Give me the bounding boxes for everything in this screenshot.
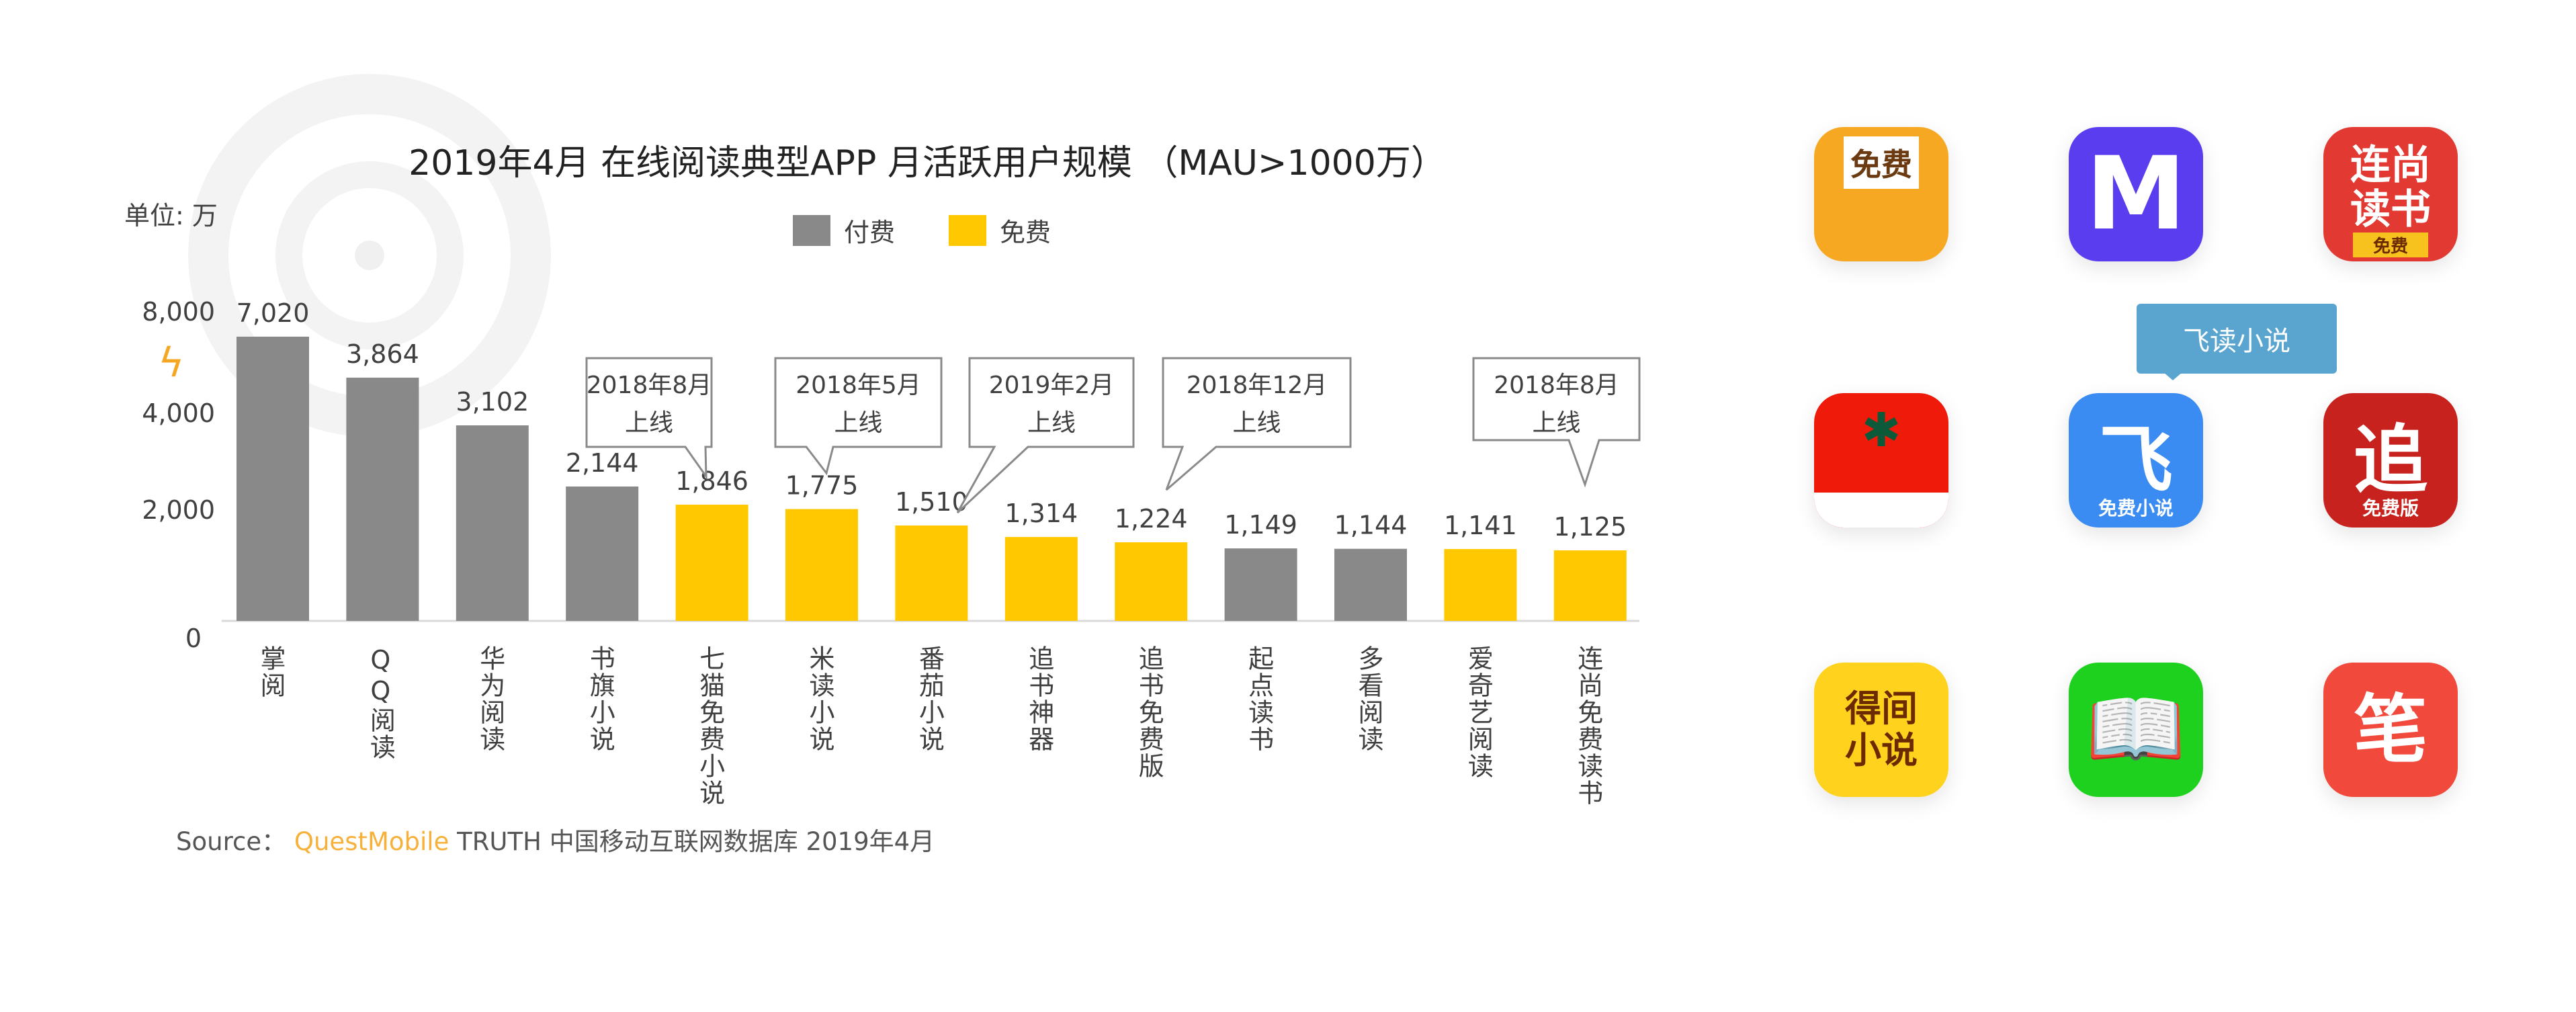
callout-status: 上线 [1232, 409, 1281, 437]
callout-status: 上线 [1027, 409, 1076, 437]
app-icon-glyph: ✱ [1861, 403, 1901, 458]
y-tick-label: 4,000 [142, 398, 215, 428]
x-tick-label: 连尚免费读书 [1573, 645, 1603, 806]
callout-date: 2018年5月 [796, 372, 921, 399]
app-icon-green-book[interactable]: 📖 [2069, 663, 2203, 797]
callout-date: 2019年2月 [989, 372, 1115, 399]
bar [1444, 549, 1517, 621]
x-tick-label: 多看阅读 [1354, 645, 1383, 753]
callout-box [1472, 357, 1641, 488]
callout-status: 上线 [834, 409, 882, 437]
app-icon-glyph: 飞 [2099, 417, 2173, 503]
bar [1115, 542, 1188, 621]
x-tick-label: 七猫免费小说 [695, 645, 725, 806]
bar [675, 505, 748, 621]
legend-label-paid: 付费 [844, 218, 896, 247]
legend-label-free: 免费 [1000, 218, 1051, 247]
unit-label: 单位: 万 [124, 201, 218, 230]
app-icon-qimao[interactable]: 免费 [1814, 127, 1948, 261]
app-icon-fanqie[interactable]: ✱ [1814, 393, 1948, 528]
x-tick-label: QQ阅读 [366, 645, 396, 761]
legend-swatch-free [949, 214, 987, 246]
app-icon-lianshang[interactable]: 连尚读书 免费 [2323, 127, 2458, 261]
bar [1334, 548, 1407, 621]
bar [346, 378, 419, 621]
app-tooltip: 飞读小说 [2137, 304, 2337, 380]
app-icon-feidu[interactable]: 飞免费小说 [2069, 393, 2203, 528]
x-tick-label: 追书神器 [1024, 645, 1054, 753]
app-icon-glyph: 免费版 [2362, 497, 2419, 519]
bar [566, 487, 639, 621]
app-icon-glyph: 免费 [2352, 233, 2428, 257]
legend: 付费 免费 [793, 212, 1051, 249]
bar [1553, 550, 1627, 621]
app-icon-glyph: 免费小说 [2098, 497, 2174, 519]
callout-status: 上线 [625, 409, 673, 437]
app-icon-glyph: 笔 [2354, 687, 2428, 773]
data-label: 1,510 [895, 487, 968, 517]
y-tick-label: 2,000 [142, 495, 215, 525]
data-label: 1,224 [1115, 504, 1188, 534]
bar [456, 425, 529, 621]
data-label: 1,144 [1334, 511, 1408, 540]
data-label: 7,020 [237, 298, 310, 328]
x-tick-label: 书旗小说 [585, 645, 615, 753]
bar [895, 525, 968, 621]
x-tick-label: 华为阅读 [475, 645, 505, 753]
callout-box [956, 357, 1135, 514]
x-tick-label: 起点读书 [1244, 645, 1274, 753]
x-tick-label: 番茄小说 [914, 645, 945, 753]
data-label: 2,144 [566, 448, 639, 478]
app-icon-glyph: 📖 [2086, 683, 2186, 776]
data-label: 1,149 [1224, 510, 1297, 540]
bar [1004, 537, 1078, 621]
bar [237, 337, 309, 621]
axis-break-icon: ϟ [158, 339, 185, 386]
callout-date: 2018年12月 [1187, 372, 1327, 399]
data-label: 1,846 [675, 466, 748, 496]
app-icon-midu[interactable]: M [2069, 127, 2203, 261]
data-label: 3,102 [456, 387, 529, 417]
x-tick-label: 追书免费版 [1134, 645, 1164, 779]
app-icon-glyph: 得间小说 [1845, 687, 1918, 771]
source-text: TRUTH 中国移动互联网数据库 2019年4月 [457, 827, 935, 856]
callout-date: 2018年8月 [587, 372, 712, 399]
y-tick-label: 8,000 [142, 297, 215, 327]
chart-title: 2019年4月 在线阅读典型APP 月活跃用户规模 （MAU>1000万） [409, 143, 1446, 183]
legend-swatch-paid [793, 214, 830, 246]
app-icon-glyph: 连尚读书 [2350, 142, 2431, 233]
callout-status: 上线 [1532, 409, 1580, 437]
app-icon-glyph: 免费 [1844, 136, 1919, 189]
x-tick-label: 掌阅 [256, 645, 286, 699]
bar [1224, 548, 1297, 621]
data-label: 1,125 [1553, 512, 1627, 542]
app-icon-glyph: M [2086, 136, 2186, 253]
chart-plot: 7,020 3,864 3,102 2,144 1,846 1,775 1,510 1,314… [222, 298, 1641, 622]
callout-box [1162, 357, 1352, 491]
app-icon-glyph [1814, 493, 1948, 528]
source-brand: QuestMobile [294, 827, 449, 856]
bar [785, 509, 858, 621]
data-label: 1,141 [1444, 511, 1517, 540]
callout-box [585, 357, 713, 480]
y-tick-label: 0 [185, 624, 202, 653]
data-label: 1,314 [1004, 499, 1078, 528]
data-label: 3,864 [346, 339, 419, 369]
x-tick-label: 米读小说 [805, 645, 834, 753]
source-label: Source： [176, 827, 287, 856]
app-icon-zhuishu[interactable]: 追免费版 [2323, 393, 2458, 528]
data-label: 1,775 [785, 471, 859, 501]
x-tick-label: 爱奇艺阅读 [1463, 645, 1494, 779]
callout-box [774, 357, 943, 476]
app-icon-glyph: 追 [2354, 417, 2428, 503]
app-icon-dejian[interactable]: 得间小说 [1814, 663, 1948, 797]
callout-date: 2018年8月 [1494, 372, 1619, 399]
source-line: Source： QuestMobile TRUTH 中国移动互联网数据库 201… [176, 821, 935, 857]
app-icon-biquge[interactable]: 笔 [2323, 663, 2458, 797]
